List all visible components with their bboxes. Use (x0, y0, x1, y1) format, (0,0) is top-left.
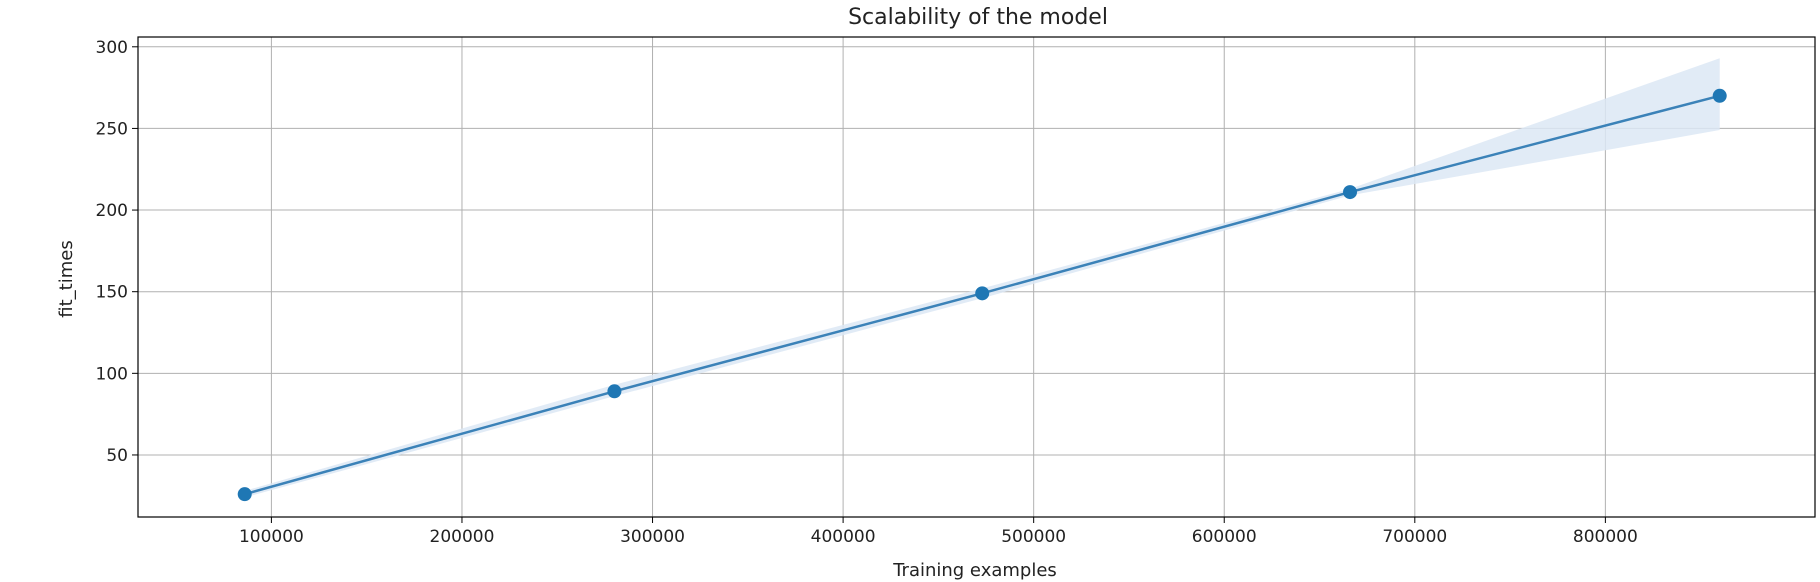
y-tick-label: 300 (96, 38, 128, 58)
x-tick-label: 800000 (1573, 527, 1638, 547)
data-markers (237, 88, 1727, 502)
x-tick-label: 400000 (811, 527, 876, 547)
data-point (1712, 88, 1727, 103)
plot-frame (137, 36, 1816, 518)
x-axis-title: Training examples (892, 560, 1057, 581)
y-tick-label: 50 (106, 446, 128, 466)
grid-lines (138, 37, 1815, 517)
chart-title: Scalability of the model (848, 5, 1108, 30)
data-point (1343, 185, 1358, 200)
x-axis-ticks: 100000 200000 300000 400000 500000 600000 7000… (239, 517, 1638, 547)
x-tick-label: 700000 (1382, 527, 1447, 547)
x-tick-label: 100000 (239, 527, 304, 547)
y-axis-title: fit_times (56, 240, 77, 317)
data-point (975, 286, 990, 301)
x-tick-label: 200000 (430, 527, 495, 547)
x-tick-label: 300000 (620, 527, 685, 547)
x-tick-label: 500000 (1001, 527, 1066, 547)
y-tick-label: 150 (96, 283, 128, 303)
data-point (607, 384, 622, 399)
y-tick-label: 250 (96, 119, 128, 139)
y-axis-ticks: 50 100 150 200 250 300 (96, 38, 138, 466)
data-point (237, 487, 252, 502)
y-tick-label: 200 (96, 201, 128, 221)
x-tick-label: 600000 (1192, 527, 1257, 547)
y-tick-label: 100 (96, 364, 128, 384)
